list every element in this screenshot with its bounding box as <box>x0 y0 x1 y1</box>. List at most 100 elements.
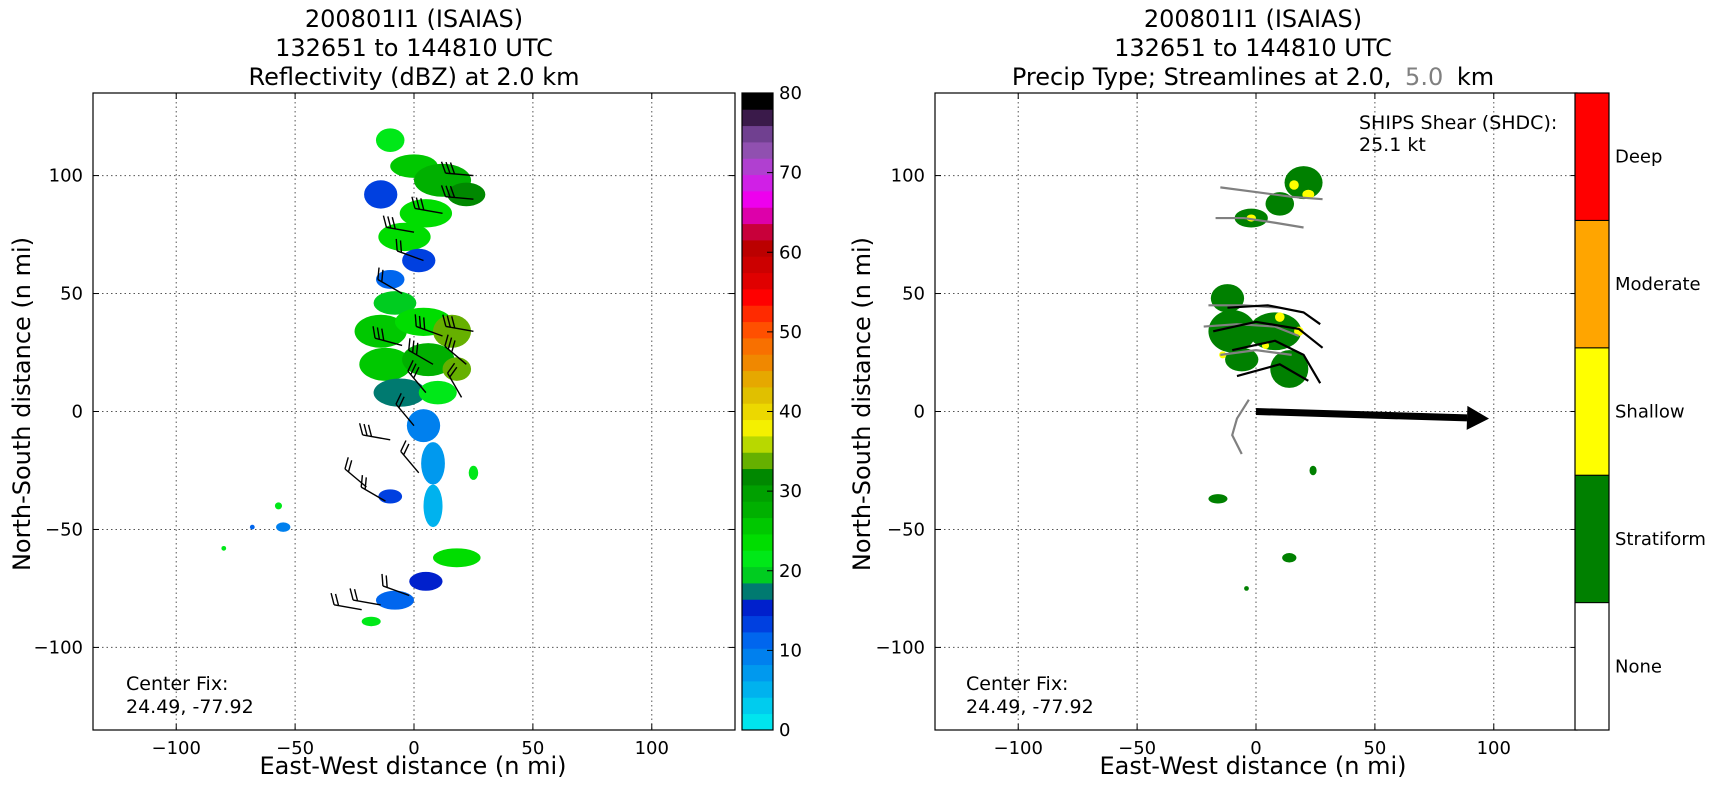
colorbar-label-moderate: Moderate <box>1615 274 1701 295</box>
wind-barb-shaft <box>353 599 381 606</box>
colorbar-segment <box>742 240 773 257</box>
right-center-fix-label: Center Fix: <box>966 673 1068 695</box>
colorbar-segment <box>742 648 773 666</box>
wind-barb-flag <box>360 475 364 488</box>
precip-region-stratiform <box>1244 586 1249 591</box>
left-x-tick-label: 0 <box>408 738 419 759</box>
wind-barb-flag <box>415 197 421 210</box>
right-title-line-2: 132651 to 144810 UTC <box>1114 34 1392 62</box>
precip-region-stratiform <box>1309 465 1317 476</box>
colorbar-segment <box>742 583 773 600</box>
left-title-line-2: 132651 to 144810 UTC <box>275 34 553 62</box>
precip-region-stratiform <box>1208 494 1228 504</box>
colorbar-segment <box>742 93 773 110</box>
precip-region-stratiform <box>1210 284 1245 313</box>
streamline <box>1236 363 1309 382</box>
colorbar-tick-label: 70 <box>779 163 802 184</box>
left-y-axis-label: North-South distance (n mi) <box>8 237 36 571</box>
wind-barb-shaft <box>344 468 367 488</box>
wind-barb-shaft <box>377 278 403 295</box>
wind-barb <box>408 338 434 365</box>
colorbar-segment <box>742 354 773 372</box>
colorbar-segment <box>742 109 773 127</box>
wind-barb-flag <box>398 396 405 408</box>
wind-barb-shaft <box>445 196 474 200</box>
reflectivity-echo <box>373 378 426 407</box>
colorbar-segment <box>742 468 773 486</box>
colorbar-tick-label: 20 <box>779 561 802 582</box>
left-x-tick-label: 100 <box>635 738 669 759</box>
reflectivity-echo <box>378 222 431 252</box>
colorbar-segment <box>742 436 773 453</box>
reflectivity-echo <box>406 409 441 443</box>
ships-shear-label: SHIPS Shear (SHDC): <box>1359 112 1557 134</box>
wind-barb-shaft <box>446 372 463 398</box>
right-x-tick-label: −100 <box>993 738 1042 759</box>
wind-barb-shaft <box>360 486 386 502</box>
wind-barb-flag <box>377 267 380 280</box>
wind-barb <box>407 359 427 394</box>
colorbar-segment <box>742 713 773 731</box>
streamline <box>1203 323 1300 338</box>
left-y-tick-label: 0 <box>72 402 83 423</box>
right-x-tick-label: 50 <box>1363 738 1386 759</box>
right-x-axis-label: East-West distance (n mi) <box>1099 752 1406 780</box>
colorbar-segment <box>742 387 773 404</box>
wind-barb <box>444 334 467 365</box>
wind-barb <box>411 196 443 215</box>
wind-barb-flag <box>411 340 415 353</box>
precip-type-panel: 200801I1 (ISAIAS) 132651 to 144810 UTC P… <box>848 5 1706 780</box>
wind-barb <box>377 267 403 295</box>
wind-barb-shaft <box>400 450 420 474</box>
wind-barb <box>395 238 424 262</box>
wind-barb-flag <box>387 216 392 229</box>
wind-barb-flag <box>382 215 388 228</box>
streamline <box>1231 339 1322 384</box>
colorbar-segment <box>742 305 773 323</box>
wind-barb <box>381 573 410 597</box>
colorbar-segment <box>742 158 773 176</box>
left-plot-area: −100 −50 0 50 100 −100 −50 0 50 100 <box>34 92 736 759</box>
left-center-fix-value: 24.49, -77.92 <box>126 696 254 718</box>
wind-barb-flag <box>442 314 447 327</box>
right-title-line-3-suffix: km <box>1457 63 1494 91</box>
wind-barb-flag <box>385 575 388 588</box>
wind-barb-flag <box>411 196 416 209</box>
right-title-line-1: 200801I1 (ISAIAS) <box>1144 5 1362 33</box>
colorbar-segment <box>742 174 773 192</box>
reflectivity-echo <box>361 616 381 627</box>
wind-barb <box>358 423 391 441</box>
wind-barb <box>372 326 403 347</box>
right-y-tick-label: 100 <box>891 166 925 187</box>
colorbar-segment <box>742 664 773 682</box>
wind-barb-flag <box>407 359 414 372</box>
wind-barb-flag <box>423 317 426 330</box>
colorbar-label-none: None <box>1615 656 1662 677</box>
wind-barb <box>440 185 474 200</box>
streamline <box>1212 320 1324 349</box>
wind-barb-flag <box>415 342 419 355</box>
wind-barb <box>349 588 381 606</box>
colorbar-tick-label: 0 <box>779 720 790 741</box>
precip-region-stratiform <box>1208 310 1256 353</box>
wind-barb-flag <box>395 393 402 405</box>
colorbar-label-stratiform: Stratiform <box>1615 529 1706 550</box>
wind-barb-shaft <box>408 349 434 365</box>
reflectivity-echo <box>276 522 291 532</box>
wind-barb <box>360 475 386 502</box>
wind-barb-flag <box>414 314 417 327</box>
wind-barb-shaft <box>396 250 424 262</box>
left-y-tick-label: 50 <box>60 284 83 305</box>
wind-barb-flag <box>418 315 422 329</box>
wind-barb <box>382 215 415 233</box>
wind-barb <box>330 592 362 611</box>
colorbar-segment <box>742 599 773 617</box>
reflectivity-echo <box>249 524 255 530</box>
wind-barb-flag <box>403 443 410 456</box>
wind-barb-flag <box>330 592 335 605</box>
left-plot-background <box>93 93 735 730</box>
colorbar-segment <box>742 501 773 519</box>
wind-barb-shaft <box>374 337 403 347</box>
wind-barb <box>400 440 420 474</box>
wind-barb-shaft <box>414 207 443 215</box>
